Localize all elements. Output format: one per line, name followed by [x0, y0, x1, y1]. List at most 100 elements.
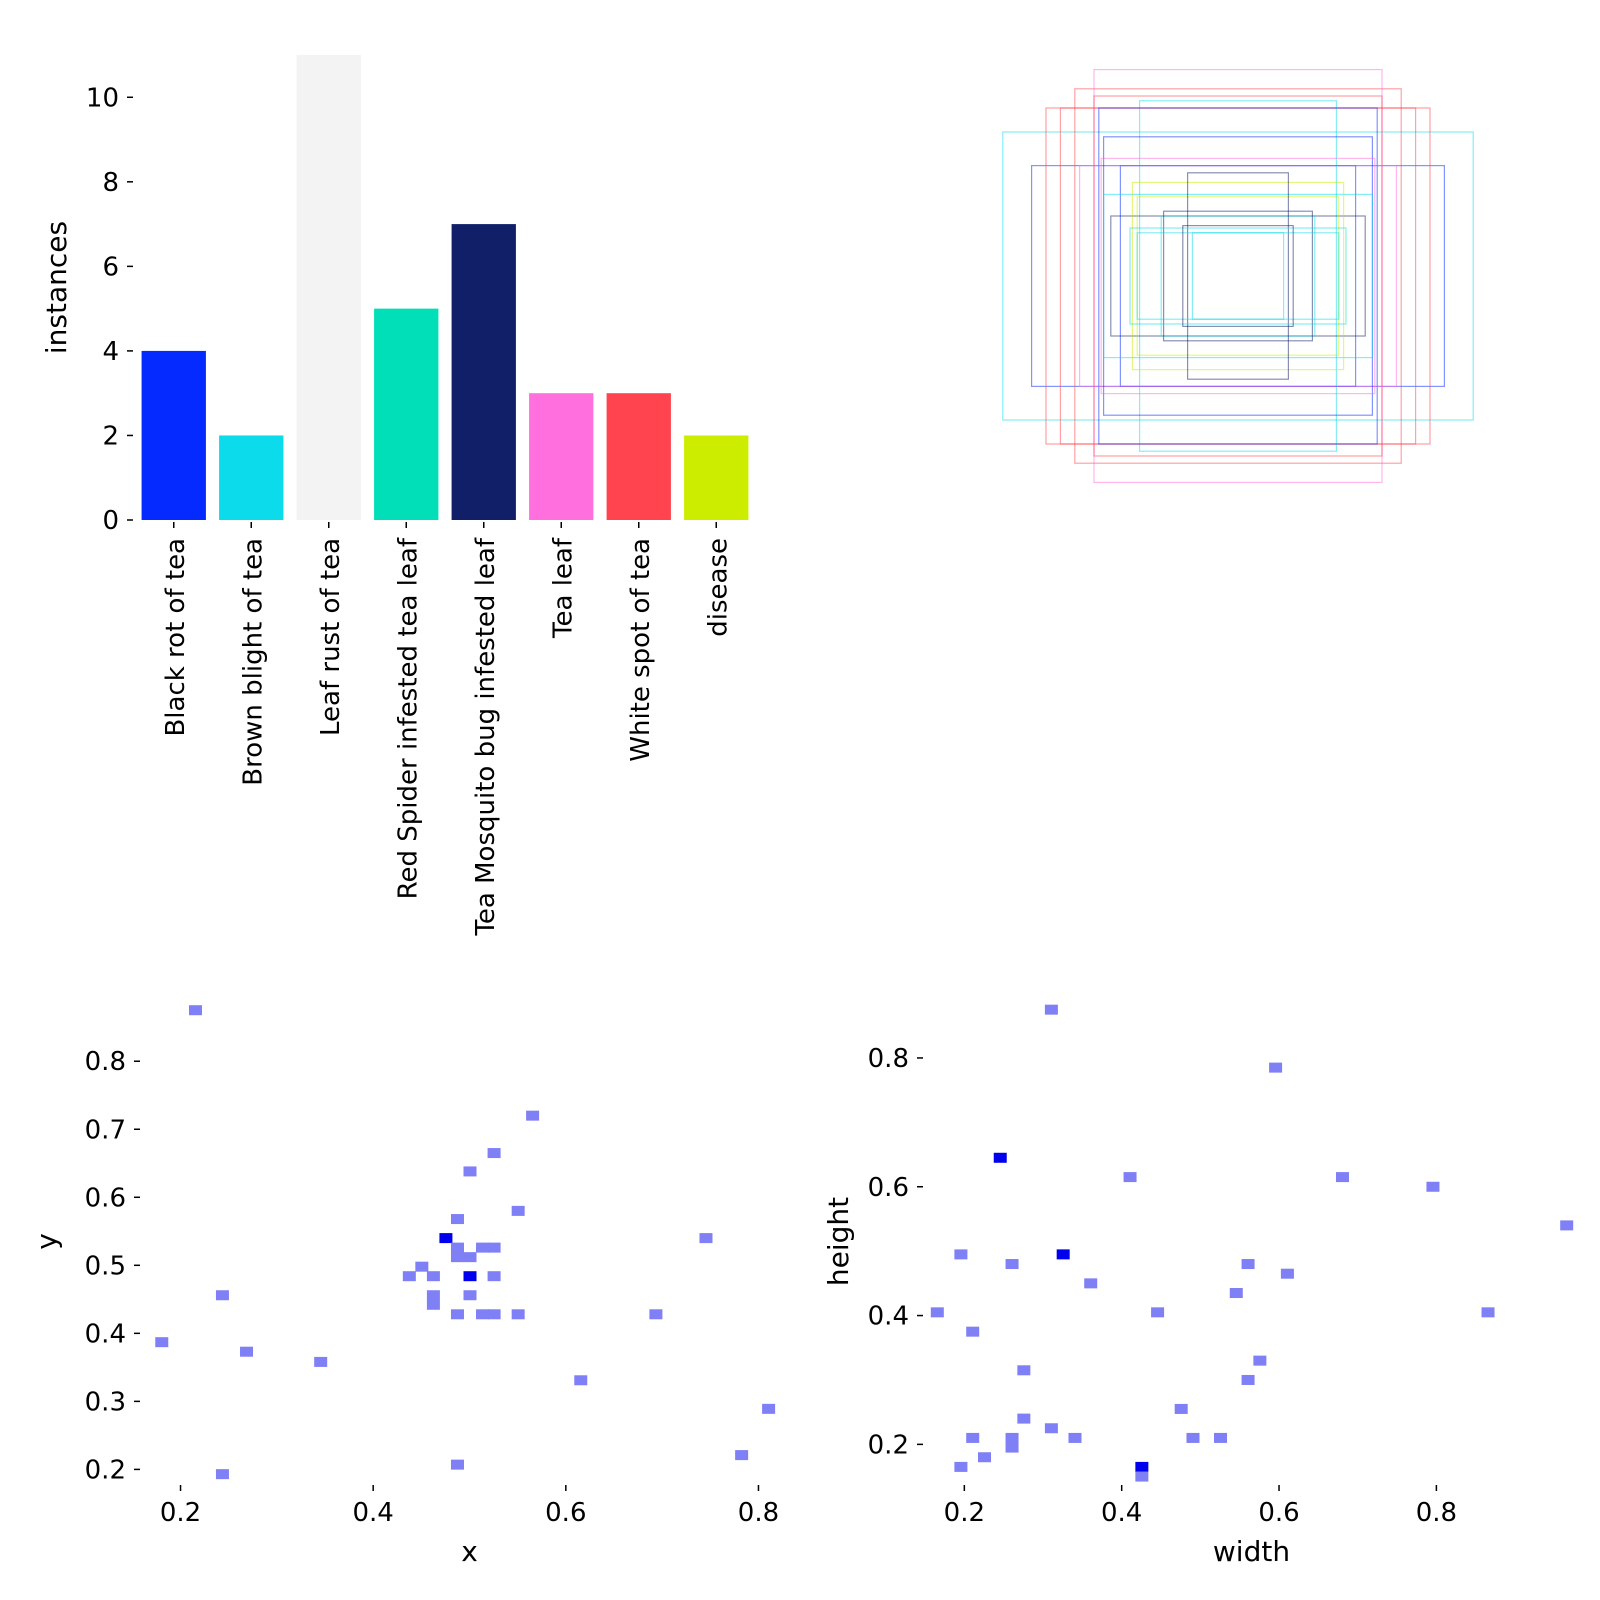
heat-cell-32	[1135, 1461, 1149, 1472]
heat-cell-21	[426, 1299, 440, 1310]
heat-cell-31	[762, 1403, 776, 1414]
heat-cell-32	[735, 1450, 749, 1461]
bar-5	[529, 393, 594, 520]
bbox-6	[1138, 100, 1337, 452]
y-tick-label: 0.8	[85, 1047, 126, 1077]
bar-3	[374, 308, 439, 520]
heat-cell-18	[1253, 1355, 1267, 1366]
x-tick-label: 0.6	[545, 1498, 586, 1528]
bar-7	[684, 435, 749, 520]
bar-1	[219, 435, 284, 520]
bbox-16	[1160, 215, 1316, 337]
bbox-19	[1129, 227, 1347, 325]
bar-0	[141, 350, 206, 520]
y-tick-label: 0.7	[85, 1115, 126, 1145]
heat-cell-6	[1560, 1220, 1574, 1231]
heat-cell-9	[476, 1242, 490, 1253]
bbox-15	[1136, 196, 1340, 356]
heat-cell-30	[574, 1375, 588, 1386]
bbox-0	[1002, 131, 1474, 421]
y-tick-label: 0.4	[85, 1319, 126, 1349]
heat-cell-0	[1044, 1004, 1058, 1015]
heat-cell-12	[1084, 1278, 1098, 1289]
x-axis-label: width	[1213, 1535, 1290, 1568]
y-axis-label: height	[822, 1197, 855, 1286]
heat-cell-3	[1123, 1172, 1137, 1183]
heat-cell-25	[1005, 1432, 1019, 1443]
x-tick-label: Black rot of tea	[161, 538, 191, 737]
heat-cell-12	[463, 1252, 477, 1263]
x-tick-label: Tea Mosquito bug infested leaf	[471, 537, 501, 936]
heat-cell-10	[487, 1242, 501, 1253]
heat-cell-5	[450, 1214, 464, 1225]
heat-cell-8	[1056, 1249, 1070, 1260]
x-tick-label: 0.4	[352, 1498, 393, 1528]
heat-cell-19	[1017, 1365, 1031, 1376]
heat-cell-7	[699, 1233, 713, 1244]
heat-cell-16	[1481, 1307, 1495, 1318]
heat-cell-2	[487, 1148, 501, 1159]
heat-cell-4	[1335, 1172, 1349, 1183]
heat-cell-1	[526, 1110, 540, 1121]
y-tick-label: 0.8	[868, 1044, 909, 1074]
bbox-23	[1093, 95, 1383, 457]
x-tick-label: 0.6	[1258, 1498, 1299, 1528]
bbox-21	[1182, 225, 1294, 328]
x-axis-label: x	[461, 1535, 478, 1568]
heat-cell-5	[1426, 1181, 1440, 1192]
heat-cell-9	[1005, 1259, 1019, 1270]
bbox-17	[1162, 210, 1313, 342]
y-tick-label: 0	[102, 506, 119, 536]
heat-cell-22	[1017, 1413, 1031, 1424]
heat-cell-7	[954, 1249, 968, 1260]
heat-cell-24	[966, 1432, 980, 1443]
heat-cell-11	[450, 1252, 464, 1263]
heat-cell-13	[415, 1261, 429, 1272]
x-tick-label: 0.2	[160, 1498, 201, 1528]
bbox-10	[1102, 136, 1373, 416]
y-tick-label: 0.3	[85, 1387, 126, 1417]
y-axis-label: instances	[40, 221, 73, 354]
heat-cell-23	[476, 1309, 490, 1320]
heat-cell-18	[215, 1290, 229, 1301]
x-tick-label: disease	[703, 538, 733, 637]
x-tick-label: Leaf rust of tea	[316, 538, 346, 736]
heat-cell-16	[463, 1271, 477, 1282]
heat-cell-26	[1068, 1432, 1082, 1443]
heat-cell-20	[1241, 1374, 1255, 1385]
x-tick-label: White spot of tea	[626, 538, 656, 762]
heat-cell-28	[240, 1346, 254, 1357]
bbox-8	[1119, 165, 1357, 388]
heat-cell-29	[314, 1356, 328, 1367]
y-tick-label: 6	[102, 252, 119, 282]
y-tick-label: 0.6	[868, 1173, 909, 1203]
heat-cell-1	[1269, 1062, 1283, 1073]
x-tick-label: 0.2	[944, 1498, 985, 1528]
heat-cell-13	[1229, 1288, 1243, 1299]
heat-cell-23	[1044, 1423, 1058, 1434]
bar-6	[606, 393, 671, 520]
heat-cell-30	[978, 1452, 992, 1463]
y-tick-label: 0.5	[85, 1251, 126, 1281]
y-tick-label: 0.6	[85, 1183, 126, 1213]
heat-cell-21	[1174, 1403, 1188, 1414]
bar-4	[451, 224, 516, 520]
x-tick-label: Tea leaf	[548, 537, 578, 639]
bbox-7	[1098, 107, 1378, 445]
xy-heatmap-plot: 0.2 0.4 0.6 0.8 0.2 0.3 0.4 0.5 0.6 0.7 0.8 x y	[30, 1005, 779, 1568]
x-tick-label: 0.4	[1101, 1498, 1142, 1528]
bbox-11	[1100, 157, 1376, 395]
heat-cell-27	[155, 1337, 169, 1348]
heat-cell-0	[188, 1005, 202, 1016]
heat-cell-28	[1214, 1432, 1228, 1443]
bbox-9	[1078, 165, 1397, 388]
heat-cell-3	[463, 1166, 477, 1177]
x-tick-label: Red Spider infested tea leaf	[393, 537, 423, 899]
heat-cell-20	[463, 1290, 477, 1301]
heat-cell-31	[954, 1461, 968, 1472]
heat-cell-11	[1280, 1268, 1294, 1279]
y-tick-label: 0.2	[868, 1430, 909, 1460]
heat-cell-15	[1151, 1307, 1165, 1318]
width-height-heatmap-plot: 0.2 0.4 0.6 0.8 0.2 0.4 0.6 0.8 width height	[822, 1004, 1574, 1568]
